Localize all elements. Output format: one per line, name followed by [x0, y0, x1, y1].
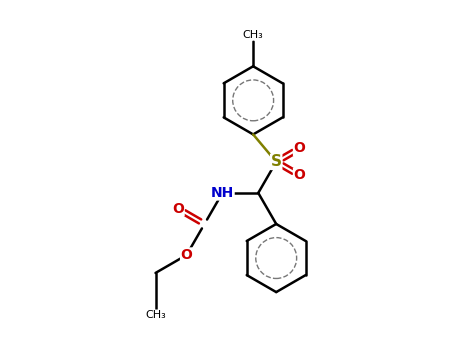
Text: O: O: [293, 168, 305, 182]
Text: CH₃: CH₃: [145, 310, 166, 320]
Text: O: O: [181, 248, 192, 262]
Text: O: O: [293, 141, 305, 155]
Text: CH₃: CH₃: [243, 30, 263, 40]
Text: O: O: [172, 202, 184, 216]
Text: NH: NH: [211, 186, 234, 200]
Text: S: S: [271, 154, 282, 169]
